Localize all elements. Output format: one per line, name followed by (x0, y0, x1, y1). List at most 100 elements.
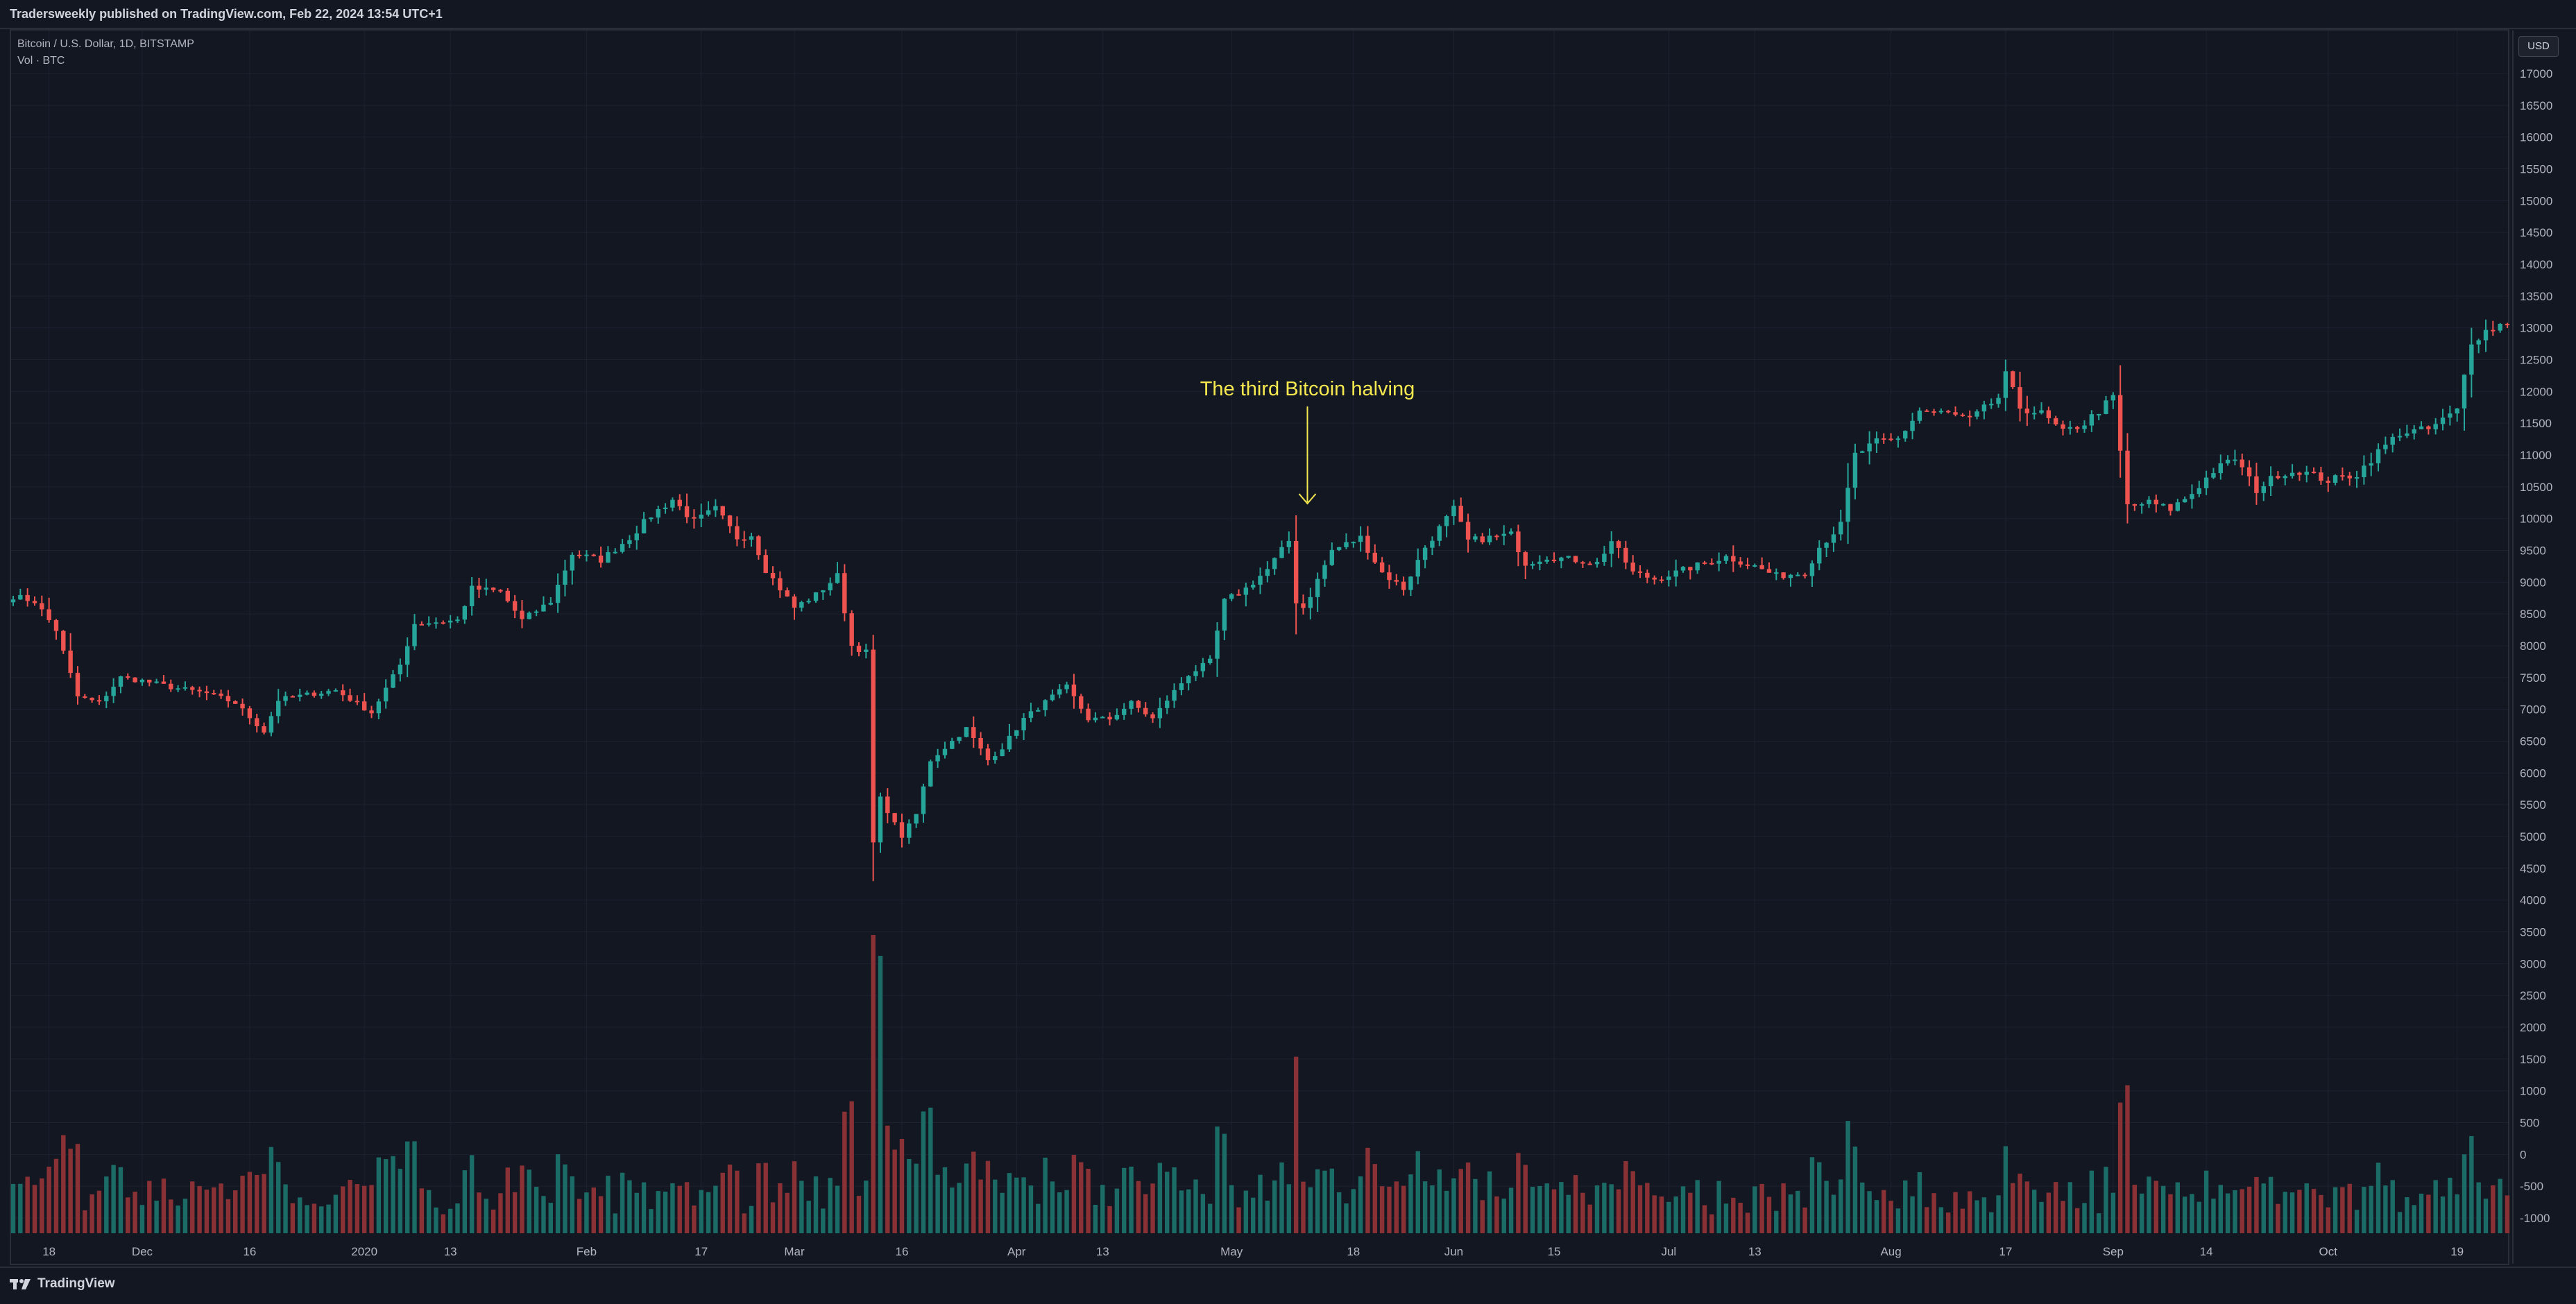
volume-bar (2018, 1173, 2022, 1233)
time-tick-label[interactable]: 13 (444, 1245, 457, 1258)
volume-bar (706, 1192, 711, 1233)
candle-body (1186, 676, 1191, 684)
time-tick-label[interactable]: Sep (2103, 1245, 2124, 1258)
price-tick-label[interactable]: 1500 (2520, 1053, 2546, 1066)
price-tick-label[interactable]: 13500 (2520, 290, 2552, 303)
price-tick-label[interactable]: 9000 (2520, 576, 2546, 589)
price-tick-label[interactable]: 10000 (2520, 513, 2552, 526)
time-tick-label[interactable]: 17 (694, 1245, 708, 1258)
volume-bar (1465, 1162, 1471, 1233)
price-tick-label[interactable]: 8000 (2520, 640, 2546, 653)
currency-button[interactable]: USD (2518, 36, 2559, 57)
time-tick-label[interactable]: 2020 (351, 1245, 377, 1258)
price-tick-label[interactable]: 5000 (2520, 830, 2546, 843)
candle-body (333, 690, 339, 692)
time-tick-label[interactable]: 13 (1096, 1245, 1109, 1258)
price-tick-label[interactable]: 10500 (2520, 481, 2552, 494)
time-tick-label[interactable]: Dec (132, 1245, 153, 1258)
price-tick-label[interactable]: 2500 (2520, 989, 2546, 1002)
price-tick-label[interactable]: 12000 (2520, 385, 2552, 398)
price-tick-label[interactable]: 0 (2520, 1148, 2526, 1161)
price-tick-label[interactable]: 4000 (2520, 894, 2546, 907)
volume-bar (1752, 1186, 1757, 1233)
chart-pane[interactable] (10, 29, 2509, 1265)
price-tick-label[interactable]: 3500 (2520, 926, 2546, 939)
price-tick-label[interactable]: 2000 (2520, 1021, 2546, 1034)
time-tick-label[interactable]: Apr (1007, 1245, 1026, 1258)
candle-body (2455, 408, 2459, 414)
candle-body (742, 539, 747, 541)
tradingview-brand-label: TradingView (37, 1276, 115, 1291)
volume-bar (96, 1190, 102, 1233)
candle-body (1021, 718, 1026, 730)
price-tick-label[interactable]: 13000 (2520, 322, 2552, 335)
candle-body (1258, 576, 1263, 585)
time-tick-label[interactable]: 18 (42, 1245, 56, 1258)
candle-body (1910, 420, 1915, 431)
price-tick-label[interactable]: 11500 (2520, 417, 2552, 430)
price-axis[interactable]: 1700016500160001550015000145001400013500… (2512, 31, 2552, 1264)
price-tick-label[interactable]: 5500 (2520, 798, 2546, 812)
price-tick-label[interactable]: 15000 (2520, 194, 2552, 207)
time-tick-label[interactable]: 14 (2200, 1245, 2213, 1258)
candle-body (985, 748, 991, 761)
tradingview-logo[interactable]: TradingView (10, 1275, 115, 1293)
volume-bar (491, 1209, 496, 1233)
price-tick-label[interactable]: 11000 (2520, 449, 2552, 462)
annotation-label[interactable]: The third Bitcoin halving (1200, 378, 1415, 400)
price-tick-label[interactable]: 14500 (2520, 226, 2552, 239)
price-tick-label[interactable]: 7500 (2520, 671, 2546, 685)
price-tick-label[interactable]: 7000 (2520, 703, 2546, 717)
volume-bar (1831, 1194, 1836, 1233)
volume-legend[interactable]: Vol · BTC (17, 55, 65, 67)
price-tick-label[interactable]: 12500 (2520, 354, 2552, 367)
time-tick-label[interactable]: 19 (2450, 1245, 2464, 1258)
price-tick-label[interactable]: 3000 (2520, 957, 2546, 970)
price-tick-label[interactable]: 6000 (2520, 766, 2546, 780)
volume-bar (1165, 1172, 1170, 1233)
price-tick-label[interactable]: 500 (2520, 1117, 2539, 1130)
time-tick-label[interactable]: 16 (896, 1245, 909, 1258)
price-tick-label[interactable]: 9500 (2520, 544, 2546, 558)
price-tick-label[interactable]: 17000 (2520, 67, 2552, 80)
time-axis[interactable]: 18 Dec 16 2020 13 Feb 17 Mar 16 Apr 13 May 18 Jun 15 Ju… (42, 1245, 2464, 1258)
price-tick-label[interactable]: 8500 (2520, 608, 2546, 621)
time-tick-label[interactable]: Jul (1661, 1245, 1676, 1258)
chart-legend[interactable]: Bitcoin / U.S. Dollar, 1D, BITSTAMP Vol … (17, 36, 194, 69)
candle-body (770, 573, 776, 578)
time-tick-label[interactable]: 16 (243, 1245, 256, 1258)
candle-body (1050, 694, 1055, 701)
candle-body (53, 620, 59, 631)
symbol-title[interactable]: Bitcoin / U.S. Dollar, 1D, BITSTAMP (17, 38, 194, 50)
price-tick-label[interactable]: 6500 (2520, 735, 2546, 748)
price-tick-label[interactable]: 15500 (2520, 163, 2552, 176)
price-tick-label[interactable]: -500 (2520, 1180, 2543, 1193)
candle-body (1745, 564, 1750, 566)
time-tick-label[interactable]: Feb (577, 1245, 597, 1258)
time-tick-label[interactable]: 15 (1548, 1245, 1561, 1258)
time-tick-label[interactable]: 18 (1347, 1245, 1360, 1258)
volume-bar (1021, 1177, 1026, 1233)
price-tick-label[interactable]: 14000 (2520, 258, 2552, 271)
volume-bar (1365, 1147, 1370, 1233)
price-tick-label[interactable]: 16000 (2520, 131, 2552, 144)
price-tick-label[interactable]: 1000 (2520, 1085, 2546, 1098)
halving-annotation[interactable]: The third Bitcoin halving (1200, 378, 1415, 505)
candle-body (627, 540, 632, 544)
candle-body (326, 691, 331, 694)
bottom-bar (0, 1267, 2576, 1304)
price-tick-label[interactable]: 4500 (2520, 862, 2546, 875)
price-tick-label[interactable]: 16500 (2520, 99, 2552, 112)
price-tick-label[interactable]: -1000 (2520, 1212, 2550, 1225)
volume-bar (197, 1185, 202, 1233)
time-tick-label[interactable]: Mar (784, 1245, 805, 1258)
time-tick-label[interactable]: 13 (1748, 1245, 1762, 1258)
time-tick-label[interactable]: Jun (1444, 1245, 1463, 1258)
time-tick-label[interactable]: Aug (1880, 1245, 1901, 1258)
volume-bar (2354, 1210, 2360, 1233)
candle-body (1817, 547, 1822, 564)
time-tick-label[interactable]: 17 (1999, 1245, 2012, 1258)
time-tick-label[interactable]: May (1220, 1245, 1243, 1258)
time-tick-label[interactable]: Oct (2319, 1245, 2338, 1258)
